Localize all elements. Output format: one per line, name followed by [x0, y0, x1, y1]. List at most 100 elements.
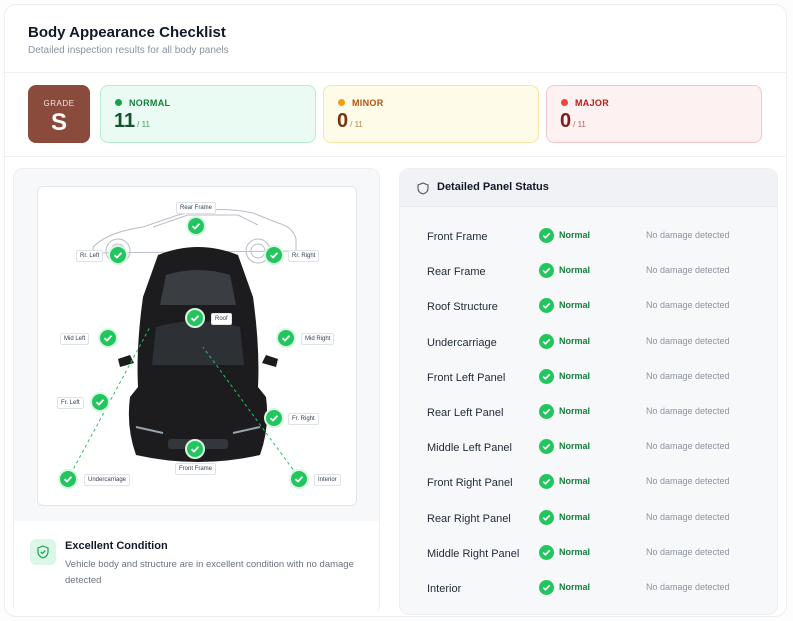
panel-name: Front Right Panel	[427, 477, 513, 490]
panel-status-row: Front Right Panel Normal No damage detec…	[400, 463, 777, 498]
panel-name: Front Frame	[427, 231, 488, 243]
card-header: Body Appearance Checklist Detailed inspe…	[5, 5, 786, 73]
panel-status: Normal	[559, 581, 591, 592]
body-appearance-card: Body Appearance Checklist Detailed inspe…	[4, 4, 787, 617]
major-summary-card: MAJOR 0/ 11	[546, 85, 762, 143]
panel-note: No damage detected	[646, 476, 730, 487]
panel-name: Middle Right Panel	[427, 547, 520, 560]
shield-icon	[417, 182, 429, 195]
interior-tag: Interior	[314, 474, 341, 486]
normal-label: NORMAL	[129, 98, 171, 108]
vehicle-diagram-panel: Rear Frame Rr. Left Rr. Right Roof Mid L…	[13, 168, 380, 616]
section-divider	[5, 156, 786, 157]
check-icon	[539, 368, 554, 384]
minor-count: 0	[337, 110, 349, 132]
panel-status-row: Rear Left Panel Normal No damage detecte…	[400, 393, 777, 428]
panel-note: No damage detected	[646, 441, 730, 452]
roof-check-icon[interactable]	[185, 308, 205, 328]
panel-note: No damage detected	[646, 581, 730, 592]
undercarriage-tag: Undercarriage	[84, 474, 131, 486]
rr-left-tag: Rr. Left	[76, 250, 104, 262]
check-icon	[539, 579, 554, 595]
panel-name: Undercarriage	[427, 336, 497, 349]
panel-status: Normal	[559, 300, 591, 311]
panel-note: No damage detected	[646, 335, 730, 346]
mid-left-check-icon[interactable]	[98, 328, 118, 348]
panel-status: Normal	[559, 476, 591, 487]
roof-tag: Roof	[211, 313, 232, 325]
check-icon	[539, 228, 554, 243]
panel-status: Normal	[559, 370, 591, 381]
panel-status: Normal	[559, 441, 591, 452]
panel-status-list: Front Frame Normal No damage detected Re…	[400, 217, 777, 604]
grade-badge: GRADE S	[28, 85, 90, 143]
normal-count: 11	[114, 110, 136, 132]
panel-name: Interior	[427, 582, 462, 595]
fr-left-check-icon[interactable]	[90, 392, 110, 412]
panel-name: Rear Frame	[427, 266, 486, 279]
panel-status-row: Interior Normal No damage detected	[400, 569, 777, 604]
minor-count-wrap: 0/ 11	[337, 110, 363, 133]
panel-status-panel: Detailed Panel Status Front Frame Normal…	[399, 168, 778, 615]
panel-status: Normal	[559, 265, 591, 276]
panel-name: Front Left Panel	[427, 371, 506, 384]
panel-status: Normal	[559, 405, 591, 416]
interior-check-icon[interactable]	[289, 469, 309, 489]
condition-summary: Excellent Condition Vehicle body and str…	[14, 521, 379, 616]
car-illustration	[67, 208, 301, 480]
shield-check-icon	[30, 539, 56, 565]
panel-status-row: Roof Structure Normal No damage detected	[400, 287, 777, 322]
rear-frame-tag: Rear Frame	[176, 202, 217, 214]
check-icon	[539, 509, 554, 525]
check-icon	[539, 544, 554, 560]
rr-right-tag: Rr. Right	[288, 250, 320, 262]
minor-total: / 11	[350, 120, 363, 129]
panel-status-row: Undercarriage Normal No damage detected	[400, 323, 777, 358]
page-subtitle: Detailed inspection results for all body…	[28, 45, 229, 56]
condition-text: Vehicle body and structure are in excell…	[65, 559, 354, 586]
check-icon	[539, 263, 554, 279]
panel-status: Normal	[559, 335, 591, 346]
undercarriage-check-icon[interactable]	[58, 469, 78, 489]
grade-value: S	[50, 109, 67, 136]
fr-right-tag: Fr. Right	[288, 413, 319, 425]
panel-status: Normal	[559, 230, 591, 240]
panel-status: Normal	[559, 511, 591, 522]
mid-left-tag: Mid Left	[60, 333, 90, 345]
panel-name: Rear Left Panel	[427, 406, 504, 419]
panel-note: No damage detected	[646, 230, 730, 240]
panel-status: Normal	[559, 546, 591, 557]
panel-note: No damage detected	[646, 265, 730, 276]
front-frame-check-icon[interactable]	[185, 439, 205, 459]
panel-status-row: Middle Left Panel Normal No damage detec…	[400, 428, 777, 463]
mid-right-check-icon[interactable]	[276, 328, 296, 348]
check-icon	[539, 298, 554, 314]
panel-name: Rear Right Panel	[427, 512, 511, 525]
grade-label: GRADE	[43, 99, 75, 108]
panel-note: No damage detected	[646, 546, 730, 557]
major-count-wrap: 0/ 11	[560, 110, 586, 133]
minor-summary-card: MINOR 0/ 11	[323, 85, 539, 143]
condition-title: Excellent Condition	[65, 540, 168, 552]
panel-note: No damage detected	[646, 300, 730, 311]
fr-right-check-icon[interactable]	[264, 408, 284, 428]
major-total: / 11	[573, 120, 586, 129]
panel-name: Roof Structure	[427, 301, 498, 314]
normal-count-wrap: 11/ 11	[114, 110, 150, 133]
check-icon	[539, 333, 554, 349]
rear-frame-check-icon[interactable]	[186, 216, 206, 236]
normal-dot-icon	[115, 99, 122, 106]
check-icon	[539, 474, 554, 490]
panel-status-header: Detailed Panel Status	[400, 169, 777, 207]
normal-summary-card: NORMAL 11/ 11	[100, 85, 316, 143]
major-dot-icon	[561, 99, 568, 106]
rr-right-check-icon[interactable]	[264, 245, 284, 265]
panel-name: Middle Left Panel	[427, 442, 512, 455]
rr-left-check-icon[interactable]	[108, 245, 128, 265]
panel-note: No damage detected	[646, 405, 730, 416]
fr-left-tag: Fr. Left	[57, 397, 84, 409]
panel-status-row: Rear Right Panel Normal No damage detect…	[400, 499, 777, 534]
panel-status-row: Middle Right Panel Normal No damage dete…	[400, 534, 777, 569]
minor-label: MINOR	[352, 98, 384, 108]
check-icon	[539, 439, 554, 455]
